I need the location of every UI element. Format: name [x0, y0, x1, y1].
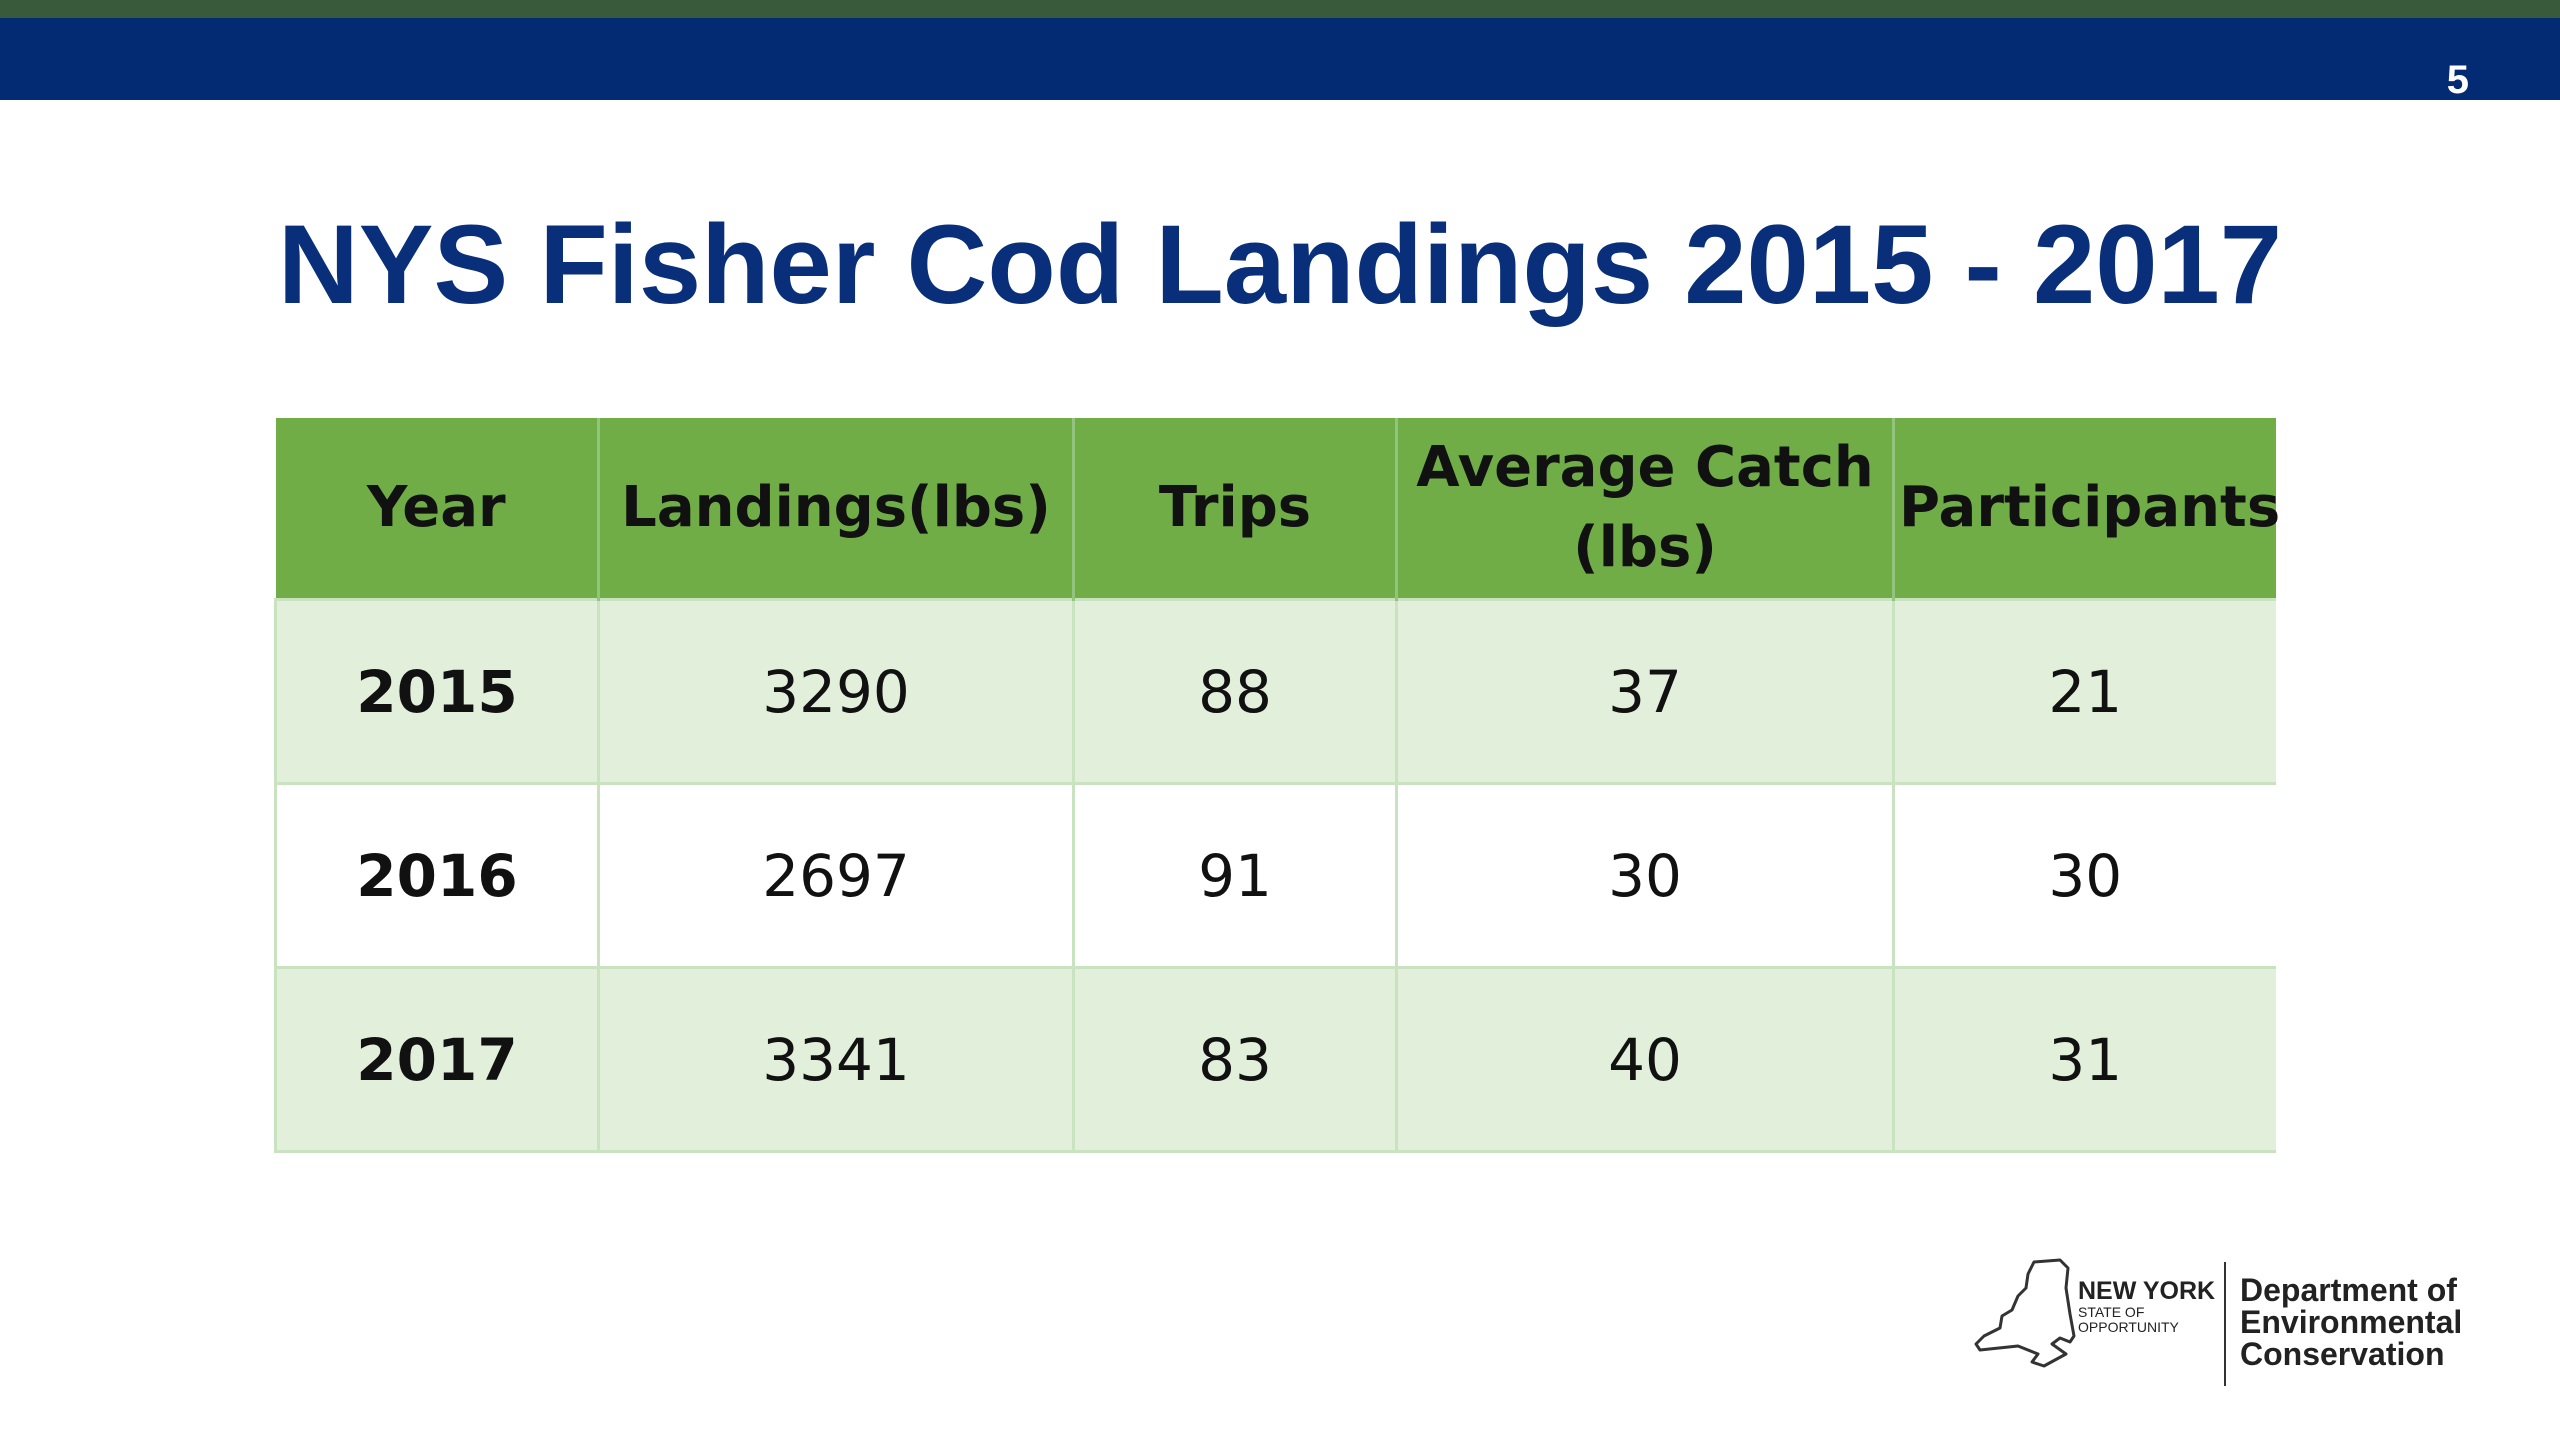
logo-state-name: NEW YORK	[2078, 1277, 2216, 1305]
header-trips: Trips	[1073, 418, 1398, 600]
cell-landings: 3290	[598, 598, 1075, 784]
table-row: 2016 2697 91 30 30	[274, 782, 2276, 968]
cell-landings: 2697	[598, 782, 1075, 968]
header-landings: Landings(lbs)	[598, 418, 1075, 600]
cell-average-catch: 37	[1396, 598, 1895, 784]
cell-year: 2017	[274, 966, 600, 1153]
header-participants: Participants	[1893, 418, 2280, 600]
cell-average-catch: 40	[1396, 966, 1895, 1153]
table-row: 2017 3341 83 40 31	[274, 966, 2276, 1153]
top-accent-stripe	[0, 0, 2560, 18]
cell-year: 2016	[274, 782, 600, 968]
logo-dept-line-3: Conservation	[2240, 1336, 2445, 1372]
nys-dec-logo: NEW YORK STATE OF OPPORTUNITY Department…	[1972, 1258, 2462, 1390]
logo-tagline-2: OPPORTUNITY	[2078, 1319, 2179, 1335]
cell-landings: 3341	[598, 966, 1075, 1153]
header-year: Year	[275, 418, 600, 600]
table-header-row: Year Landings(lbs) Trips Average Catch (…	[275, 418, 2280, 600]
cell-participants: 30	[1893, 782, 2276, 968]
header-average-catch: Average Catch (lbs)	[1396, 418, 1895, 600]
cell-trips: 83	[1073, 966, 1398, 1153]
logo-tagline-1: STATE OF	[2078, 1304, 2145, 1320]
slide-title: NYS Fisher Cod Landings 2015 - 2017	[277, 202, 2283, 327]
logo-dept-line-1: Department of	[2240, 1272, 2457, 1308]
new-york-state-outline-icon	[1974, 1258, 2076, 1368]
cell-average-catch: 30	[1396, 782, 1895, 968]
cell-participants: 31	[1893, 966, 2276, 1153]
cell-year: 2015	[274, 598, 600, 784]
cod-landings-table: Year Landings(lbs) Trips Average Catch (…	[274, 418, 2280, 1153]
logo-dept-line-2: Environmental	[2240, 1304, 2463, 1340]
table-row: 2015 3290 88 37 21	[274, 598, 2276, 784]
cell-trips: 91	[1073, 782, 1398, 968]
cell-trips: 88	[1073, 598, 1398, 784]
slide-number: 5	[2446, 58, 2469, 102]
header-bar: 5	[0, 18, 2560, 102]
cell-participants: 21	[1893, 598, 2276, 784]
logo-divider	[2224, 1262, 2226, 1386]
